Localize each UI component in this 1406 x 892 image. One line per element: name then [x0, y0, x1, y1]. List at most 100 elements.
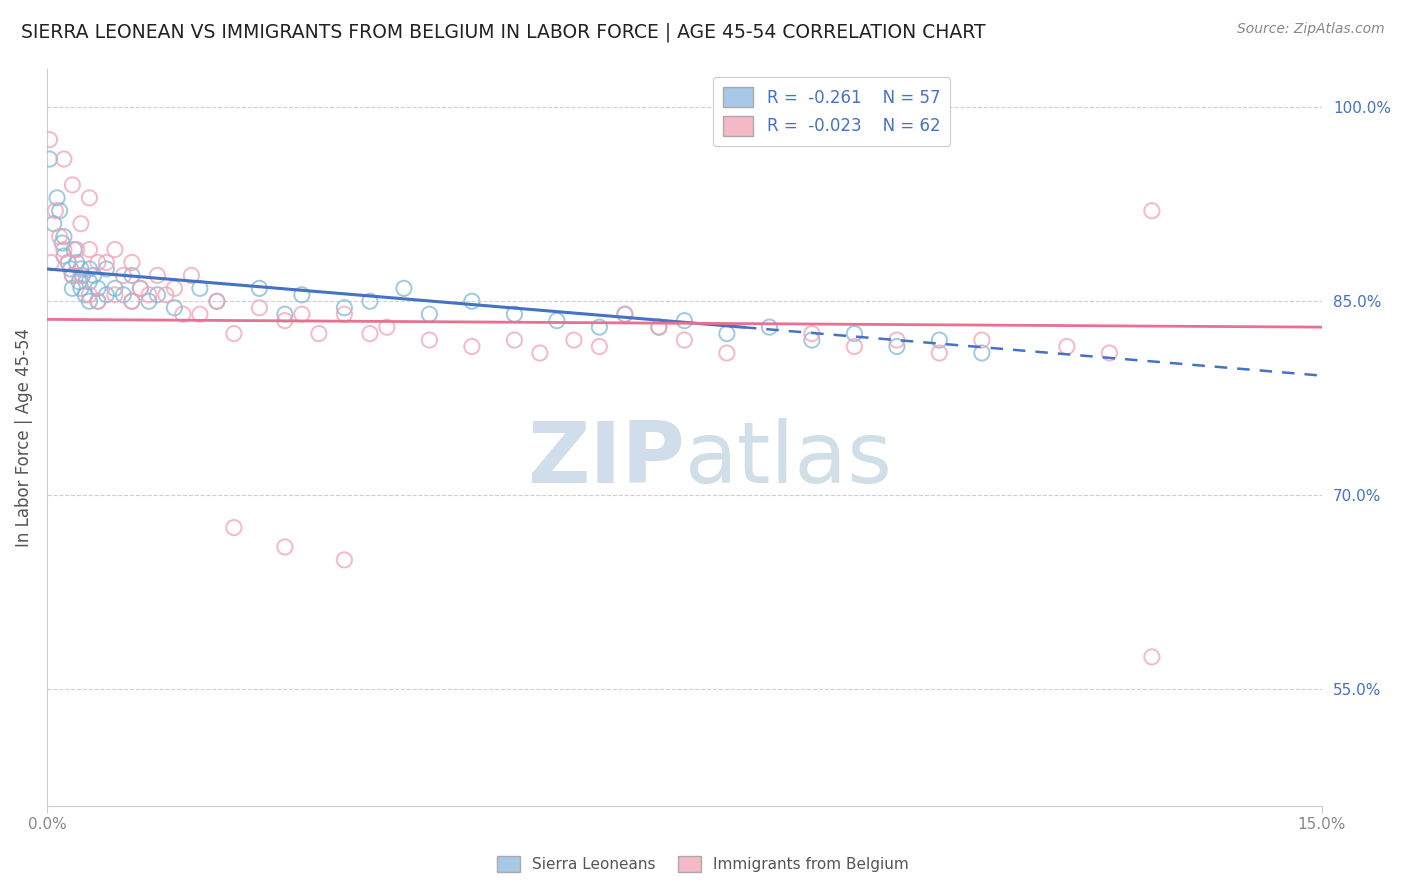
Point	[79, 243, 101, 257]
Point	[104, 288, 127, 302]
Point	[56, 255, 79, 269]
Point	[375, 320, 398, 334]
Point	[96, 262, 118, 277]
Point	[970, 333, 993, 347]
Point	[359, 294, 381, 309]
Point	[359, 326, 381, 341]
Point	[59, 262, 82, 277]
Point	[1140, 649, 1163, 664]
Point	[63, 243, 86, 257]
Point	[716, 326, 738, 341]
Point	[79, 275, 101, 289]
Point	[247, 281, 270, 295]
Point	[79, 262, 101, 277]
Point	[928, 333, 950, 347]
Point	[104, 243, 127, 257]
Point	[758, 320, 780, 334]
Point	[83, 268, 105, 283]
Y-axis label: In Labor Force | Age 45-54: In Labor Force | Age 45-54	[15, 327, 32, 547]
Point	[155, 288, 177, 302]
Point	[51, 236, 73, 251]
Point	[44, 203, 66, 218]
Point	[121, 255, 143, 269]
Point	[79, 294, 101, 309]
Point	[222, 326, 245, 341]
Point	[247, 301, 270, 315]
Point	[648, 320, 671, 334]
Point	[96, 255, 118, 269]
Point	[70, 268, 93, 283]
Point	[222, 520, 245, 534]
Point	[274, 307, 297, 321]
Point	[60, 268, 83, 283]
Point	[87, 281, 110, 295]
Point	[42, 217, 65, 231]
Point	[188, 281, 211, 295]
Point	[87, 294, 110, 309]
Point	[66, 255, 89, 269]
Text: Source: ZipAtlas.com: Source: ZipAtlas.com	[1237, 22, 1385, 37]
Point	[1140, 203, 1163, 218]
Point	[274, 314, 297, 328]
Point	[333, 307, 356, 321]
Point	[613, 307, 636, 321]
Point	[180, 268, 202, 283]
Point	[333, 301, 356, 315]
Point	[60, 268, 83, 283]
Point	[172, 307, 194, 321]
Point	[56, 255, 79, 269]
Point	[461, 339, 484, 353]
Point	[844, 326, 866, 341]
Point	[844, 339, 866, 353]
Point	[529, 346, 551, 360]
Point	[308, 326, 330, 341]
Point	[333, 553, 356, 567]
Point	[79, 288, 101, 302]
Point	[70, 262, 93, 277]
Point	[274, 540, 297, 554]
Point	[146, 268, 169, 283]
Point	[104, 281, 127, 295]
Point	[613, 307, 636, 321]
Point	[928, 346, 950, 360]
Point	[716, 346, 738, 360]
Point	[291, 307, 314, 321]
Point	[800, 333, 823, 347]
Point	[205, 294, 228, 309]
Point	[87, 294, 110, 309]
Point	[163, 281, 186, 295]
Text: SIERRA LEONEAN VS IMMIGRANTS FROM BELGIUM IN LABOR FORCE | AGE 45-54 CORRELATION: SIERRA LEONEAN VS IMMIGRANTS FROM BELGIU…	[21, 22, 986, 42]
Text: ZIP: ZIP	[527, 417, 685, 500]
Legend: Sierra Leoneans, Immigrants from Belgium: Sierra Leoneans, Immigrants from Belgium	[489, 848, 917, 880]
Point	[1098, 346, 1121, 360]
Point	[52, 249, 75, 263]
Point	[75, 288, 97, 302]
Point	[70, 281, 93, 295]
Point	[67, 275, 90, 289]
Point	[129, 281, 152, 295]
Point	[205, 294, 228, 309]
Point	[52, 229, 75, 244]
Point	[121, 268, 143, 283]
Point	[648, 320, 671, 334]
Point	[562, 333, 585, 347]
Point	[72, 268, 94, 283]
Point	[588, 320, 610, 334]
Point	[146, 288, 169, 302]
Point	[886, 333, 908, 347]
Point	[129, 281, 152, 295]
Point	[38, 133, 60, 147]
Point	[87, 255, 110, 269]
Point	[79, 191, 101, 205]
Point	[163, 301, 186, 315]
Point	[60, 281, 83, 295]
Point	[886, 339, 908, 353]
Point	[800, 326, 823, 341]
Point	[112, 288, 135, 302]
Point	[96, 288, 118, 302]
Point	[52, 243, 75, 257]
Point	[66, 243, 89, 257]
Text: atlas: atlas	[685, 417, 893, 500]
Point	[138, 288, 160, 302]
Point	[1056, 339, 1078, 353]
